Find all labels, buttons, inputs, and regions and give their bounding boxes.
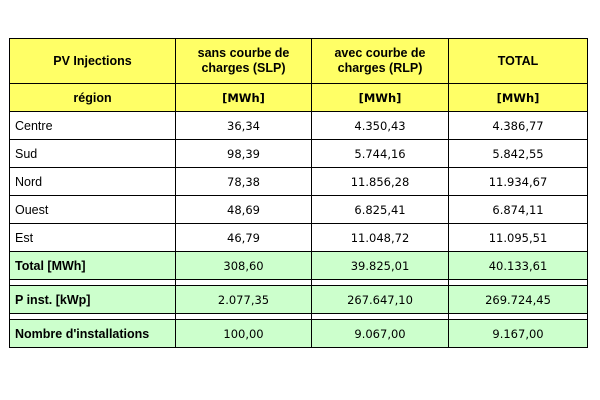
subheader-row: région [MWh] [MWh] [MWh] — [9, 83, 588, 112]
region-cell: Centre — [9, 111, 176, 140]
p-inst-row: P inst. [kWp] 2.077,35 267.647,10 269.72… — [9, 285, 588, 314]
total-mwh-total: 40.133,61 — [448, 251, 588, 280]
p-inst-total: 269.724,45 — [448, 285, 588, 314]
slp-cell: 46,79 — [175, 223, 312, 252]
subheader-rlp-unit: [MWh] — [311, 83, 449, 112]
table-row: Ouest 48,69 6.825,41 6.874,11 — [9, 195, 588, 224]
region-cell: Est — [9, 223, 176, 252]
total-mwh-slp: 308,60 — [175, 251, 312, 280]
total-cell: 6.874,11 — [448, 195, 588, 224]
region-cell: Nord — [9, 167, 176, 196]
p-inst-rlp: 267.647,10 — [311, 285, 449, 314]
installations-count-rlp: 9.067,00 — [311, 319, 449, 348]
region-cell: Sud — [9, 139, 176, 168]
total-mwh-label: Total [MWh] — [9, 251, 176, 280]
slp-cell: 98,39 — [175, 139, 312, 168]
rlp-cell: 5.744,16 — [311, 139, 449, 168]
rlp-cell: 11.048,72 — [311, 223, 449, 252]
installations-count-label: Nombre d'installations — [9, 319, 176, 348]
installations-count-slp: 100,00 — [175, 319, 312, 348]
subheader-total-unit: [MWh] — [448, 83, 588, 112]
rlp-cell: 11.856,28 — [311, 167, 449, 196]
slp-cell: 36,34 — [175, 111, 312, 140]
total-cell: 11.934,67 — [448, 167, 588, 196]
total-mwh-row: Total [MWh] 308,60 39.825,01 40.133,61 — [9, 251, 588, 280]
header-total: TOTAL — [448, 38, 588, 84]
total-cell: 5.842,55 — [448, 139, 588, 168]
total-cell: 4.386,77 — [448, 111, 588, 140]
table-row: Sud 98,39 5.744,16 5.842,55 — [9, 139, 588, 168]
header-row: PV Injections sans courbe de charges (SL… — [9, 38, 588, 84]
total-cell: 11.095,51 — [448, 223, 588, 252]
subheader-region: région — [9, 83, 176, 112]
installations-count-total: 9.167,00 — [448, 319, 588, 348]
pv-injections-table: PV Injections sans courbe de charges (SL… — [9, 38, 588, 348]
total-mwh-rlp: 39.825,01 — [311, 251, 449, 280]
slp-cell: 48,69 — [175, 195, 312, 224]
rlp-cell: 6.825,41 — [311, 195, 449, 224]
subheader-slp-unit: [MWh] — [175, 83, 312, 112]
installations-count-row: Nombre d'installations 100,00 9.067,00 9… — [9, 319, 588, 348]
region-cell: Ouest — [9, 195, 176, 224]
slp-cell: 78,38 — [175, 167, 312, 196]
header-slp: sans courbe de charges (SLP) — [175, 38, 312, 84]
header-pv-injections: PV Injections — [9, 38, 176, 84]
p-inst-slp: 2.077,35 — [175, 285, 312, 314]
table-row: Centre 36,34 4.350,43 4.386,77 — [9, 111, 588, 140]
table-row: Est 46,79 11.048,72 11.095,51 — [9, 223, 588, 252]
pv-injections-table-wrapper: PV Injections sans courbe de charges (SL… — [9, 38, 588, 348]
table-row: Nord 78,38 11.856,28 11.934,67 — [9, 167, 588, 196]
rlp-cell: 4.350,43 — [311, 111, 449, 140]
p-inst-label: P inst. [kWp] — [9, 285, 176, 314]
header-rlp: avec courbe de charges (RLP) — [311, 38, 449, 84]
